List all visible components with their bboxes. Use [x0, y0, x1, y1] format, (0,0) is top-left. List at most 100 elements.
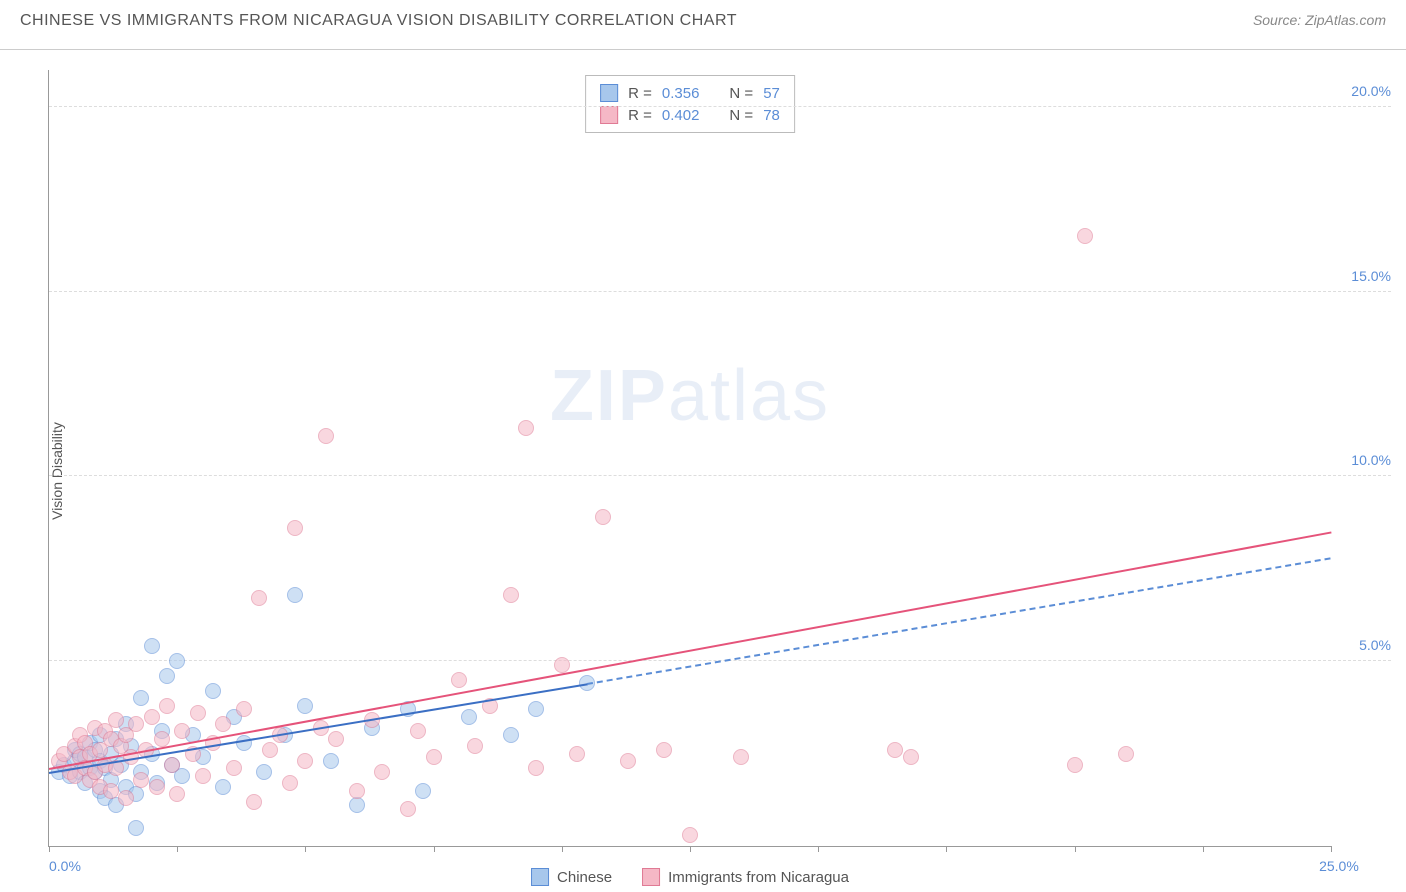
data-point — [287, 520, 303, 536]
chart-header: CHINESE VS IMMIGRANTS FROM NICARAGUA VIS… — [0, 0, 1406, 50]
data-point — [282, 775, 298, 791]
x-tick — [562, 846, 563, 852]
legend-swatch — [642, 868, 660, 886]
gridline — [49, 106, 1391, 107]
data-point — [205, 683, 221, 699]
y-tick-label: 5.0% — [1336, 637, 1391, 653]
plot-region: ZIPatlas R =0.356N =57R =0.402N =78 Chin… — [48, 70, 1331, 847]
data-point — [1077, 228, 1093, 244]
x-tick — [434, 846, 435, 852]
data-point — [149, 779, 165, 795]
x-tick — [818, 846, 819, 852]
x-tick — [1331, 846, 1332, 852]
data-point — [226, 760, 242, 776]
legend-row: R =0.356N =57 — [600, 82, 780, 104]
x-tick — [690, 846, 691, 852]
data-point — [262, 742, 278, 758]
data-point — [190, 705, 206, 721]
legend-item: Immigrants from Nicaragua — [642, 868, 849, 886]
data-point — [256, 764, 272, 780]
data-point — [108, 712, 124, 728]
legend-row: R = 0.402 N = 78 — [600, 104, 780, 126]
r-label: R = — [628, 107, 652, 124]
x-tick — [946, 846, 947, 852]
legend-item: Chinese — [531, 868, 612, 886]
legend-swatch — [600, 106, 618, 124]
data-point — [503, 727, 519, 743]
n-label: N = — [729, 107, 753, 124]
n-label: N = — [729, 85, 753, 102]
correlation-legend: R =0.356N =57R =0.402N =78 — [585, 75, 795, 133]
data-point — [682, 827, 698, 843]
data-point — [595, 509, 611, 525]
data-point — [195, 768, 211, 784]
data-point — [656, 742, 672, 758]
chart-title: CHINESE VS IMMIGRANTS FROM NICARAGUA VIS… — [20, 12, 737, 29]
data-point — [328, 731, 344, 747]
r-label: R = — [628, 85, 652, 102]
data-point — [503, 587, 519, 603]
x-tick — [1075, 846, 1076, 852]
data-point — [215, 716, 231, 732]
y-tick-label: 10.0% — [1336, 452, 1391, 468]
legend-swatch — [600, 84, 618, 102]
data-point — [400, 801, 416, 817]
y-tick-label: 15.0% — [1336, 268, 1391, 284]
data-point — [169, 786, 185, 802]
data-point — [887, 742, 903, 758]
watermark: ZIPatlas — [550, 355, 830, 437]
data-point — [251, 590, 267, 606]
data-point — [297, 698, 313, 714]
data-point — [554, 657, 570, 673]
gridline — [49, 291, 1391, 292]
data-point — [236, 701, 252, 717]
data-point — [133, 772, 149, 788]
data-point — [164, 757, 180, 773]
legend-label: Chinese — [557, 869, 612, 886]
gridline — [49, 475, 1391, 476]
n-value: 78 — [763, 107, 780, 124]
data-point — [128, 716, 144, 732]
data-point — [318, 428, 334, 444]
data-point — [154, 731, 170, 747]
data-point — [518, 420, 534, 436]
x-tick-label: 25.0% — [1319, 858, 1359, 874]
data-point — [415, 783, 431, 799]
source-attribution: Source: ZipAtlas.com — [1253, 12, 1386, 28]
data-point — [349, 783, 365, 799]
trend-extrapolation — [587, 558, 1331, 686]
x-tick-label: 0.0% — [49, 858, 81, 874]
series-legend: Chinese Immigrants from Nicaragua — [531, 868, 849, 886]
data-point — [323, 753, 339, 769]
data-point — [174, 723, 190, 739]
data-point — [287, 587, 303, 603]
legend-swatch — [531, 868, 549, 886]
data-point — [426, 749, 442, 765]
chart-area: Vision Disability ZIPatlas R =0.356N =57… — [0, 50, 1406, 892]
data-point — [169, 653, 185, 669]
data-point — [144, 709, 160, 725]
data-point — [215, 779, 231, 795]
data-point — [159, 668, 175, 684]
data-point — [467, 738, 483, 754]
x-tick — [1203, 846, 1204, 852]
r-value: 0.356 — [662, 85, 700, 102]
x-tick — [177, 846, 178, 852]
data-point — [528, 760, 544, 776]
data-point — [349, 797, 365, 813]
r-value: 0.402 — [662, 107, 700, 124]
data-point — [903, 749, 919, 765]
data-point — [159, 698, 175, 714]
y-tick-label: 20.0% — [1336, 83, 1391, 99]
data-point — [461, 709, 477, 725]
data-point — [1067, 757, 1083, 773]
data-point — [118, 790, 134, 806]
data-point — [733, 749, 749, 765]
data-point — [410, 723, 426, 739]
data-point — [246, 794, 262, 810]
data-point — [528, 701, 544, 717]
data-point — [297, 753, 313, 769]
legend-label: Immigrants from Nicaragua — [668, 869, 849, 886]
data-point — [133, 690, 149, 706]
data-point — [144, 638, 160, 654]
